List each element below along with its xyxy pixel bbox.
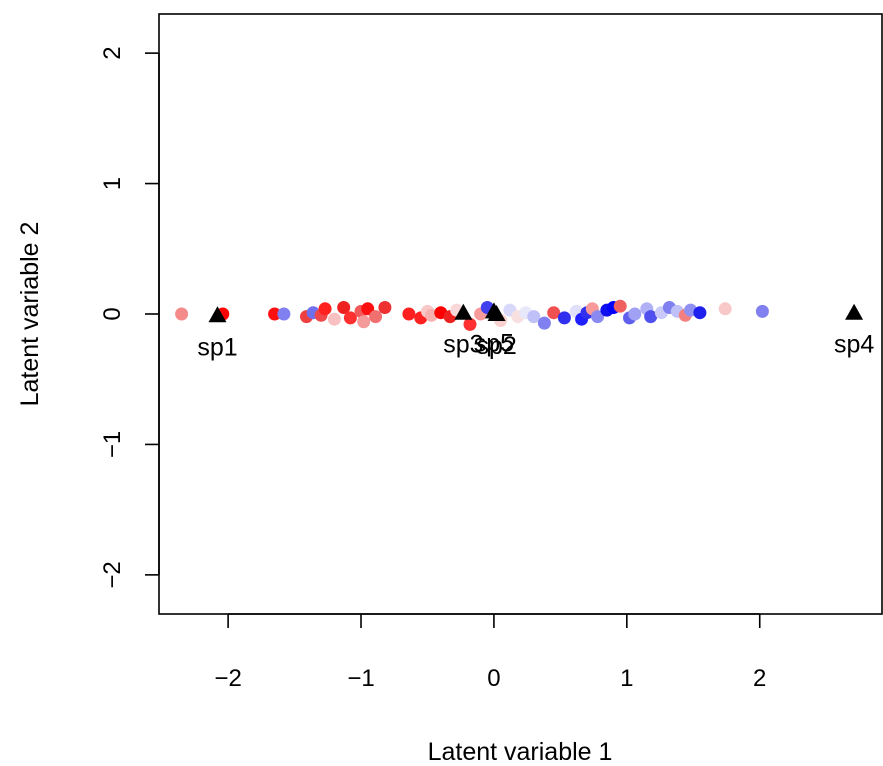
x-axis-title: Latent variable 1 (428, 738, 613, 766)
site-point-53 (756, 305, 769, 318)
site-point-12 (357, 315, 370, 328)
site-point-14 (369, 310, 382, 323)
site-point-7 (319, 302, 332, 315)
site-point-33 (558, 311, 571, 324)
y-axis-title: Latent variable 2 (16, 222, 44, 407)
site-point-8 (328, 313, 341, 326)
site-point-3 (277, 308, 290, 321)
x-tick-label: −1 (347, 665, 374, 692)
species-label-sp1: sp1 (197, 333, 237, 361)
site-point-31 (538, 317, 551, 330)
site-point-0 (175, 308, 188, 321)
x-tick-label: −2 (214, 665, 241, 692)
x-tick-label: 1 (620, 665, 633, 692)
y-tick-label: 1 (99, 177, 126, 190)
y-tick-label: 2 (99, 46, 126, 59)
site-point-52 (719, 302, 732, 315)
site-point-15 (378, 301, 391, 314)
species-label-sp2: sp2 (476, 332, 516, 360)
site-point-16 (402, 308, 415, 321)
x-tick-label: 0 (487, 665, 500, 692)
site-point-51 (693, 306, 706, 319)
x-tick-label: 2 (753, 665, 766, 692)
y-tick-label: −2 (99, 561, 126, 588)
y-tick-label: 0 (99, 307, 126, 320)
species-label-sp4: sp4 (834, 331, 874, 359)
site-point-41 (614, 300, 627, 313)
site-point-43 (628, 308, 641, 321)
y-tick-label: −1 (99, 431, 126, 458)
